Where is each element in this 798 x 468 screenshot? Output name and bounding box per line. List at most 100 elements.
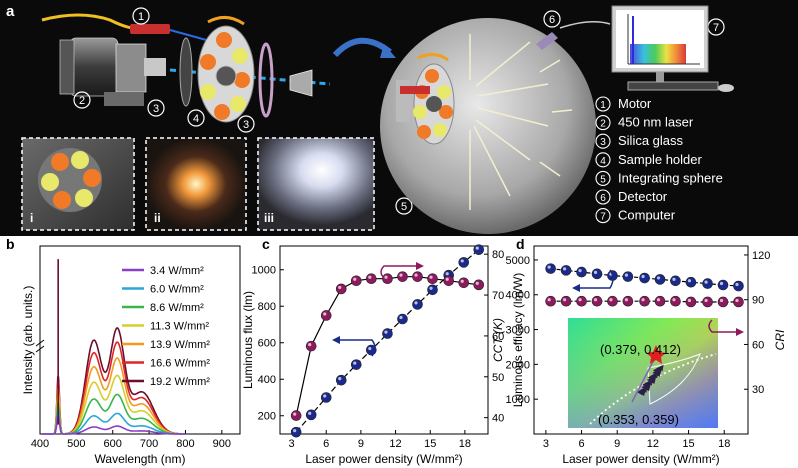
- legend-num: 5: [600, 174, 606, 185]
- data-point-highlight: [384, 330, 388, 334]
- legend-item-text: Motor: [618, 96, 652, 111]
- y-right-axis-title: Luminous efficacy (lm/W): [511, 273, 525, 407]
- legend-num-circle: [595, 170, 611, 186]
- data-point-highlight: [624, 273, 629, 277]
- x-tick-label: 6: [323, 438, 329, 450]
- data-point: [733, 296, 744, 308]
- plot-frame: [39, 245, 241, 435]
- component-legend: 1 Motor 2 450 nm laser 3 Silica glass 4 Sample …: [595, 96, 723, 224]
- y-left-tick-label: 800: [258, 301, 276, 313]
- data-point: [639, 272, 650, 284]
- data-point: [350, 275, 362, 287]
- x-tick-label: 400: [31, 438, 49, 450]
- legend-num: 1: [600, 100, 606, 111]
- data-point-highlight: [641, 274, 645, 279]
- data-point: [717, 296, 729, 308]
- data-point: [685, 276, 697, 288]
- charts-area: b c d 400 500 600 700 800 900 Wavelength (nm) I…: [6, 236, 787, 466]
- data-point-highlight: [460, 259, 464, 263]
- data-point: [576, 266, 587, 278]
- inset-ii: ii: [145, 137, 247, 231]
- data-point: [670, 275, 681, 287]
- x-tick-label: 15: [424, 438, 436, 450]
- x-axis-title: Laser power density (W/mm²): [562, 452, 719, 466]
- data-point-highlight: [445, 272, 449, 276]
- data-point-highlight: [704, 280, 708, 284]
- legend-label: 19.2 W/mm²: [150, 376, 210, 388]
- data-point: [560, 265, 572, 276]
- inset-annotation-lower: (0.353, 0.359): [598, 412, 679, 427]
- data-point: [576, 295, 587, 307]
- data-point-highlight: [338, 377, 342, 381]
- rotation-arrow: [207, 16, 245, 26]
- legend-num: 3: [600, 137, 606, 148]
- data-point-highlight: [368, 275, 372, 279]
- data-point: [290, 426, 302, 438]
- left-axis-indicator: [340, 339, 376, 357]
- data-point: [335, 374, 347, 386]
- data-point: [458, 277, 470, 289]
- data-point-highlight: [687, 298, 692, 303]
- svg-text:iii: iii: [264, 211, 274, 225]
- y-left-tick-label: 600: [258, 338, 276, 350]
- legend-num: 4: [600, 156, 606, 167]
- callout-7-text: 7: [713, 22, 719, 34]
- legend-label: 13.9 W/mm²: [150, 339, 210, 351]
- callout-6-text: 6: [549, 14, 555, 26]
- x-tick-label: 800: [176, 438, 194, 450]
- data-point-highlight: [399, 273, 403, 277]
- laser-head: [130, 24, 170, 34]
- data-point-highlight: [368, 346, 372, 351]
- y-axis-title: Intensity (arb. units.): [21, 286, 35, 395]
- data-point-highlight: [735, 282, 739, 287]
- plot-frame: [533, 245, 749, 435]
- legend-num-circle: [595, 152, 611, 168]
- data-point-highlight: [353, 361, 357, 365]
- data-point: [350, 359, 362, 370]
- y-right-tick-label: 70: [492, 290, 504, 302]
- y-left-tick-label: 200: [258, 411, 276, 423]
- data-point: [654, 295, 666, 307]
- legend-num: 2: [600, 119, 606, 130]
- data-point-highlight: [719, 281, 724, 286]
- data-point-highlight: [609, 298, 613, 302]
- data-point-highlight: [323, 312, 327, 316]
- data-point-highlight: [308, 411, 312, 415]
- y-right-axis-title: CRI: [773, 329, 787, 350]
- x-tick-label: 15: [682, 438, 694, 450]
- chart-d-cct-cri: (0.379, 0.412) (0.353, 0.359) 3 6 9 12 15 18 100…: [491, 245, 787, 466]
- data-point-highlight: [547, 298, 551, 302]
- callout-2-text: 1: [138, 11, 144, 23]
- callout-5: [395, 197, 413, 215]
- data-point-highlight: [414, 301, 418, 305]
- svg-text:ii: ii: [154, 211, 161, 225]
- legend-num-circle: [595, 133, 611, 149]
- laser-cable: [41, 13, 141, 30]
- legend-label: 16.6 W/mm²: [150, 358, 210, 370]
- data-point: [670, 295, 681, 307]
- data-point: [412, 271, 423, 282]
- legend-item-text: Sample holder: [618, 152, 702, 167]
- data-point-highlight: [429, 286, 433, 290]
- y-left-tick-label: 5000: [506, 255, 530, 267]
- y-left-tick-label: 4000: [506, 290, 530, 302]
- x-tick-label: 6: [578, 438, 584, 450]
- data-point: [733, 280, 744, 292]
- chromaticity-point: [639, 387, 646, 394]
- data-point-highlight: [624, 298, 629, 302]
- data-point: [591, 268, 603, 280]
- data-point-highlight: [656, 298, 661, 302]
- data-point: [320, 392, 332, 403]
- axis-break: [35, 339, 45, 347]
- motor: [59, 37, 166, 106]
- data-point: [458, 257, 470, 268]
- data-point-highlight: [593, 270, 598, 274]
- axis-break: [35, 345, 45, 353]
- callout-1-text: 2: [79, 95, 85, 107]
- sample-holder-wheel: [197, 25, 255, 123]
- y-right-tick-label: 50: [492, 372, 504, 384]
- legend-num-circle: [595, 115, 611, 131]
- focusing-lens: [289, 69, 313, 97]
- callout-4: [187, 109, 205, 127]
- x-tick-label: 12: [647, 438, 659, 450]
